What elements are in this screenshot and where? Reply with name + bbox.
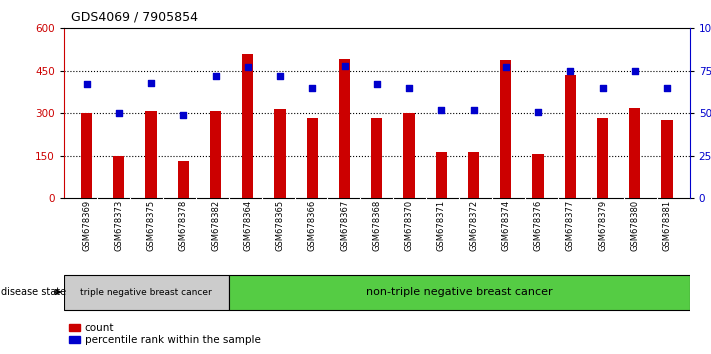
Point <box>178 112 189 118</box>
Text: GSM678379: GSM678379 <box>598 200 607 251</box>
Text: GSM678380: GSM678380 <box>631 200 639 251</box>
Bar <box>178 161 189 198</box>
FancyBboxPatch shape <box>64 275 229 309</box>
Bar <box>629 108 641 198</box>
Bar <box>436 152 447 198</box>
Text: disease state: disease state <box>1 287 66 297</box>
Point <box>468 107 479 113</box>
Text: GSM678377: GSM678377 <box>566 200 574 251</box>
Bar <box>533 154 544 198</box>
Point <box>436 107 447 113</box>
Text: GDS4069 / 7905854: GDS4069 / 7905854 <box>71 11 198 24</box>
Point <box>113 110 124 116</box>
Point <box>500 64 511 70</box>
Bar <box>661 120 673 198</box>
Point <box>371 81 383 87</box>
Point <box>403 85 415 91</box>
Bar <box>371 118 383 198</box>
Text: GSM678364: GSM678364 <box>243 200 252 251</box>
Text: GSM678382: GSM678382 <box>211 200 220 251</box>
Text: non-triple negative breast cancer: non-triple negative breast cancer <box>366 287 552 297</box>
Point <box>306 85 318 91</box>
Bar <box>306 118 318 198</box>
Text: GSM678366: GSM678366 <box>308 200 317 251</box>
Bar <box>242 54 253 198</box>
Point <box>661 85 673 91</box>
Text: GSM678365: GSM678365 <box>276 200 284 251</box>
Text: triple negative breast cancer: triple negative breast cancer <box>80 287 212 297</box>
Point <box>339 63 351 69</box>
Point <box>274 73 286 79</box>
Text: GSM678378: GSM678378 <box>179 200 188 251</box>
Point <box>597 85 609 91</box>
Point <box>210 73 221 79</box>
Text: GSM678376: GSM678376 <box>533 200 542 251</box>
Point <box>145 80 156 86</box>
Text: GSM678373: GSM678373 <box>114 200 123 251</box>
Text: GSM678367: GSM678367 <box>340 200 349 251</box>
Point <box>629 68 641 74</box>
Point <box>242 64 254 70</box>
Text: GSM678371: GSM678371 <box>437 200 446 251</box>
Bar <box>146 111 156 198</box>
Text: GSM678374: GSM678374 <box>501 200 510 251</box>
Bar <box>339 59 351 198</box>
Text: GSM678372: GSM678372 <box>469 200 478 251</box>
Bar <box>210 111 221 198</box>
Text: GSM678368: GSM678368 <box>373 200 381 251</box>
Bar <box>274 109 286 198</box>
Text: GSM678370: GSM678370 <box>405 200 414 251</box>
Bar <box>403 113 415 198</box>
Bar <box>113 156 124 198</box>
Bar <box>81 113 92 198</box>
Point <box>533 109 544 114</box>
FancyBboxPatch shape <box>229 275 690 309</box>
Point <box>81 81 92 87</box>
Legend: count, percentile rank within the sample: count, percentile rank within the sample <box>69 323 261 345</box>
Text: GSM678375: GSM678375 <box>146 200 156 251</box>
Bar <box>565 75 576 198</box>
Point <box>565 68 576 74</box>
Text: GSM678369: GSM678369 <box>82 200 91 251</box>
Bar <box>597 118 608 198</box>
Bar <box>468 152 479 198</box>
Text: GSM678381: GSM678381 <box>663 200 672 251</box>
Bar <box>501 60 511 198</box>
